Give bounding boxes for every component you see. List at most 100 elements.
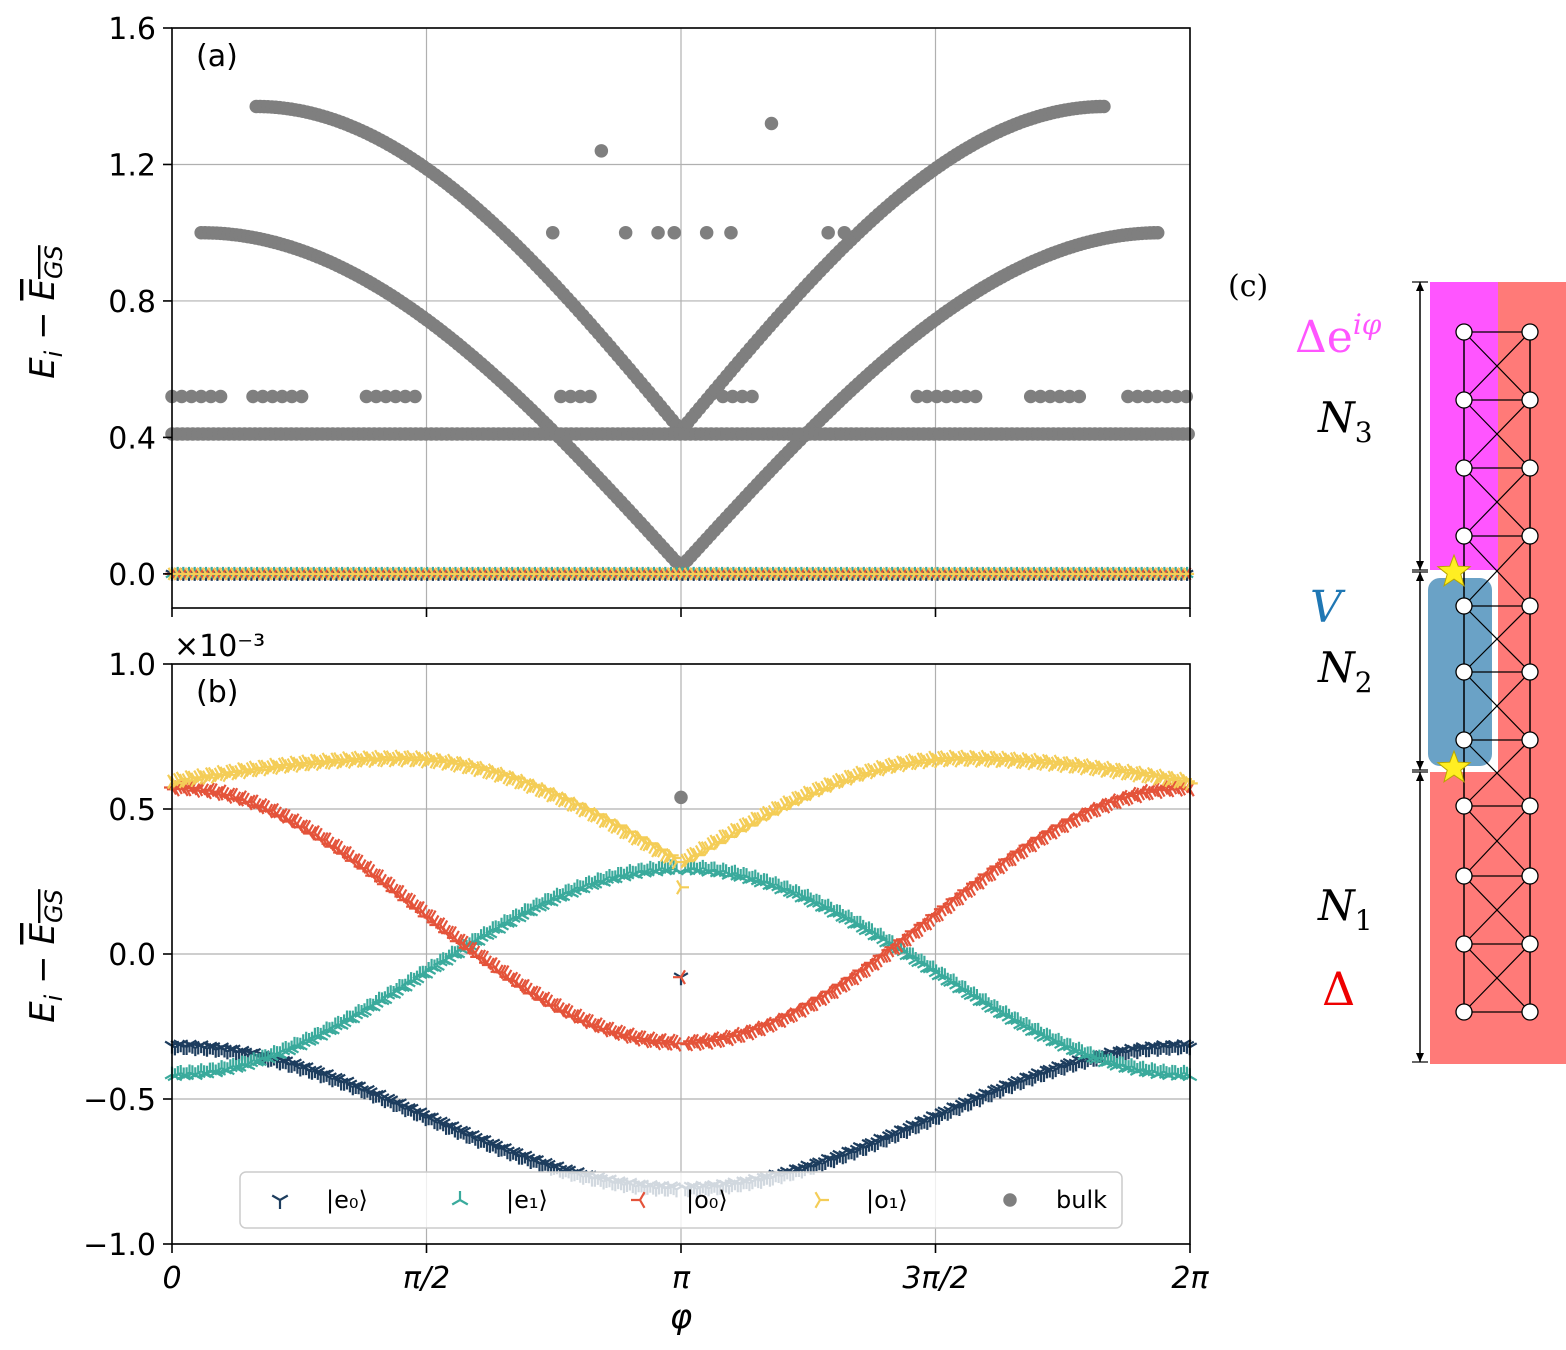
panel-b-y-tick-label: −0.5 — [83, 1083, 156, 1118]
lattice-site — [1521, 459, 1539, 477]
bulk-point — [716, 389, 730, 404]
bulk-point — [1140, 389, 1155, 404]
bulk-point — [821, 225, 835, 240]
bulk-point — [699, 225, 714, 240]
bulk-point — [725, 389, 740, 404]
dimension-arrows — [1412, 281, 1428, 1063]
dimension-arrow-head — [1416, 561, 1424, 570]
lattice-diagonal — [1463, 467, 1531, 537]
bulk-point — [204, 389, 218, 404]
bulk-point — [910, 389, 925, 404]
bulk-point — [1053, 389, 1067, 404]
lattice-site — [1521, 731, 1539, 749]
lattice-site — [1521, 597, 1539, 615]
lattice-diagonal — [1463, 875, 1531, 945]
bulk-point — [1169, 389, 1184, 404]
state-point-o0 — [1012, 844, 1026, 860]
bulk-point — [545, 225, 560, 240]
bulk-point — [1150, 225, 1165, 240]
panel-b-y-axis-label: Ei − EGS — [23, 889, 68, 1023]
state-point-o0 — [505, 971, 519, 987]
lattice-site — [1455, 731, 1473, 749]
bulk-point — [174, 389, 189, 404]
bulk-point — [1130, 389, 1145, 404]
state-point-o0 — [718, 1029, 732, 1045]
bulk-point — [939, 389, 954, 404]
label-n1: N1 — [1317, 881, 1373, 937]
legend-marker-e0 — [271, 1194, 289, 1209]
bulk-point — [265, 389, 280, 404]
label-n3-base: N — [1317, 393, 1356, 442]
lattice-site — [1455, 797, 1473, 815]
bulk-point — [618, 225, 633, 240]
panel-a-points — [164, 99, 1195, 581]
panel-a-ylabel-egs: EGS — [23, 245, 68, 300]
legend-box — [239, 1171, 1123, 1229]
bulk-point — [968, 389, 983, 404]
label-delta-phase: Δeiφ — [1295, 308, 1382, 363]
legend: |e₀⟩ |e₁⟩ |o₀⟩ |o₁⟩ bulk — [239, 1171, 1123, 1229]
lattice-site — [1455, 597, 1473, 615]
panel-a-ylabel-i: i — [40, 350, 68, 357]
panel-a-ylabel-minus: − — [23, 301, 63, 351]
label-n3-sub: 3 — [1355, 416, 1373, 449]
panel-b-y-tick-label: 0.5 — [108, 793, 156, 828]
legend-marker-e1 — [451, 1191, 469, 1206]
legend-label-o1: |o₁⟩ — [866, 1186, 908, 1214]
bulk-point — [285, 389, 299, 404]
ladder-lattice — [1455, 323, 1539, 1021]
bulk-point — [408, 389, 422, 404]
panel-b-ylabel-e: E — [23, 1001, 63, 1023]
panel-b-y-tick-label: 0.0 — [108, 938, 156, 973]
panel-b-offset-label: ×10⁻³ — [174, 629, 265, 664]
bulk-point — [398, 389, 413, 404]
label-n1-sub: 1 — [1355, 904, 1373, 937]
lattice-diagonal — [1463, 605, 1531, 673]
bulk-point — [1023, 389, 1038, 404]
label-potential-v: V — [1310, 582, 1346, 633]
panel-c-label: (c) — [1228, 269, 1268, 304]
bulk-point — [1062, 389, 1077, 404]
panel-b-x-axis-label: φ — [670, 1297, 693, 1337]
panel-b-label: (b) — [196, 675, 238, 710]
bulk-point — [837, 225, 852, 240]
bulk-point — [735, 389, 750, 404]
lattice-diagonal — [1463, 535, 1531, 607]
lattice-diagonal — [1463, 399, 1531, 469]
lattice-site — [1521, 527, 1539, 545]
outlier-point-o0 — [673, 969, 686, 985]
bulk-point — [275, 389, 289, 404]
bulk-point — [184, 389, 199, 404]
legend-label-bulk: bulk — [1056, 1186, 1107, 1214]
label-n2-base: N — [1317, 643, 1356, 692]
legend-label-o0: |o₀⟩ — [686, 1186, 728, 1214]
bulk-point — [949, 389, 963, 404]
outlier-point-o1 — [676, 879, 689, 895]
junction-stars — [1436, 553, 1472, 783]
panel-b-grid — [171, 663, 1191, 1245]
panel-a-y-tick-label: 0.4 — [108, 421, 156, 456]
lattice-site — [1455, 391, 1473, 409]
label-n2: N2 — [1317, 643, 1373, 699]
bulk-point — [651, 225, 665, 240]
panel-b-ylabel-i: i — [40, 994, 68, 1001]
bulk-point — [1160, 389, 1174, 404]
lattice-site — [1521, 663, 1539, 681]
lattice-site — [1455, 459, 1473, 477]
panel-b: 0 π/2 π 3π/2 2π −1.0 −0.5 0.0 0.5 1.0 (b) ×10⁻³ E… — [23, 629, 1210, 1337]
bulk-point — [1181, 427, 1195, 441]
label-delta-phase-base: Δe — [1295, 312, 1353, 363]
label-n3: N3 — [1317, 393, 1373, 449]
legend-label-e0: |e₀⟩ — [326, 1186, 368, 1214]
bulk-point — [194, 389, 208, 404]
lattice-diagonal — [1463, 805, 1531, 877]
lattice-site — [1455, 935, 1473, 953]
panel-c-schematic: (c) Δeiφ N3 V N2 N1 Δ — [1228, 269, 1566, 1064]
legend-items: |e₀⟩ |e₁⟩ |o₀⟩ |o₁⟩ bulk — [271, 1186, 1107, 1214]
lattice-diagonal — [1463, 739, 1531, 807]
bulk-point — [255, 389, 270, 404]
state-point-o0 — [834, 977, 848, 993]
bulk-point — [745, 389, 759, 404]
bulk-point — [1179, 389, 1193, 404]
panel-a-y-tick-label: 1.6 — [108, 12, 156, 47]
